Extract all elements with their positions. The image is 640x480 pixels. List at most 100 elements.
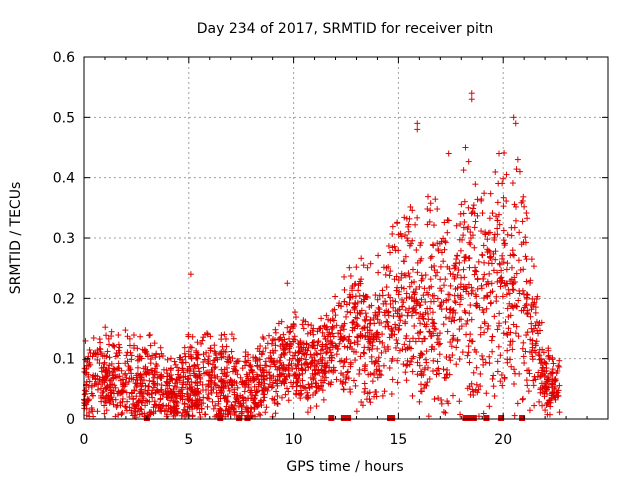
data-point bbox=[494, 225, 501, 232]
data-point bbox=[468, 380, 475, 387]
data-point bbox=[120, 381, 127, 388]
data-point bbox=[292, 314, 299, 321]
data-point bbox=[107, 381, 114, 388]
data-point bbox=[226, 354, 233, 361]
data-point bbox=[98, 350, 105, 357]
data-point bbox=[484, 293, 491, 300]
axis-ticks bbox=[83, 56, 608, 420]
data-point bbox=[461, 274, 468, 281]
data-point bbox=[142, 382, 149, 389]
data-point bbox=[133, 372, 140, 379]
data-point bbox=[430, 357, 437, 364]
data-point bbox=[367, 335, 374, 342]
data-point bbox=[409, 355, 416, 362]
data-point bbox=[479, 356, 486, 363]
data-point bbox=[251, 383, 258, 390]
data-point bbox=[473, 364, 480, 371]
data-point bbox=[390, 313, 397, 320]
data-point bbox=[403, 377, 410, 384]
data-point bbox=[467, 229, 474, 236]
data-point bbox=[530, 325, 537, 332]
data-point bbox=[284, 385, 291, 392]
data-point bbox=[382, 271, 389, 278]
data-point bbox=[199, 381, 206, 388]
data-point bbox=[414, 120, 421, 127]
data-point bbox=[494, 368, 501, 375]
data-point bbox=[333, 322, 340, 329]
data-point bbox=[229, 355, 236, 362]
data-point bbox=[226, 387, 233, 394]
data-point bbox=[521, 360, 528, 367]
data-point bbox=[511, 252, 518, 259]
data-point bbox=[122, 404, 129, 411]
data-point bbox=[402, 335, 409, 342]
data-point bbox=[538, 367, 545, 374]
data-point bbox=[230, 335, 237, 342]
data-point bbox=[103, 384, 110, 391]
data-point bbox=[138, 383, 145, 390]
data-point bbox=[373, 393, 380, 400]
data-point bbox=[304, 389, 311, 396]
data-point bbox=[246, 362, 253, 369]
data-point bbox=[520, 339, 527, 346]
data-point bbox=[310, 376, 317, 383]
data-point bbox=[217, 406, 224, 413]
data-point bbox=[192, 379, 199, 386]
data-point bbox=[427, 255, 434, 262]
y-tick-labels: 0 0.1 0.2 0.3 0.4 0.5 0.6 bbox=[53, 50, 75, 428]
data-point bbox=[470, 369, 477, 376]
data-point bbox=[360, 262, 367, 269]
data-point bbox=[271, 396, 278, 403]
data-point bbox=[304, 330, 311, 337]
data-point bbox=[198, 405, 205, 412]
data-point bbox=[105, 335, 112, 342]
data-point bbox=[492, 256, 499, 263]
data-point bbox=[339, 380, 346, 387]
data-point bbox=[301, 384, 308, 391]
data-point bbox=[113, 403, 120, 410]
data-point bbox=[444, 229, 451, 236]
data-point bbox=[468, 316, 475, 323]
data-point bbox=[538, 380, 545, 387]
data-point bbox=[285, 364, 292, 371]
data-point bbox=[472, 302, 479, 309]
data-point bbox=[411, 298, 418, 305]
data-point bbox=[267, 363, 274, 370]
data-point bbox=[366, 327, 373, 334]
data-point bbox=[106, 341, 113, 348]
data-point bbox=[434, 358, 441, 365]
data-point bbox=[211, 372, 218, 379]
data-point bbox=[154, 388, 161, 395]
data-point bbox=[298, 355, 305, 362]
data-point bbox=[184, 403, 191, 410]
data-point bbox=[149, 371, 156, 378]
data-point bbox=[523, 278, 530, 285]
data-point bbox=[379, 339, 386, 346]
data-point bbox=[140, 365, 147, 372]
data-point bbox=[319, 387, 326, 394]
data-point bbox=[423, 321, 430, 328]
data-point bbox=[110, 390, 117, 397]
data-point bbox=[510, 114, 517, 121]
data-point bbox=[194, 395, 201, 402]
data-point bbox=[308, 359, 315, 366]
data-point bbox=[106, 377, 113, 384]
data-point bbox=[130, 332, 137, 339]
data-point bbox=[351, 377, 358, 384]
data-point bbox=[221, 370, 228, 377]
data-point bbox=[484, 325, 491, 332]
data-point bbox=[545, 384, 552, 391]
data-point bbox=[209, 398, 216, 405]
data-point bbox=[507, 329, 514, 336]
data-point bbox=[134, 407, 141, 414]
data-point bbox=[347, 363, 354, 370]
data-point bbox=[501, 242, 508, 249]
data-point bbox=[537, 374, 544, 381]
data-point bbox=[430, 330, 437, 337]
data-point bbox=[204, 394, 211, 401]
data-point bbox=[130, 376, 137, 383]
data-point bbox=[157, 375, 164, 382]
data-point bbox=[347, 272, 354, 279]
data-point bbox=[357, 310, 364, 317]
data-point bbox=[122, 403, 129, 410]
